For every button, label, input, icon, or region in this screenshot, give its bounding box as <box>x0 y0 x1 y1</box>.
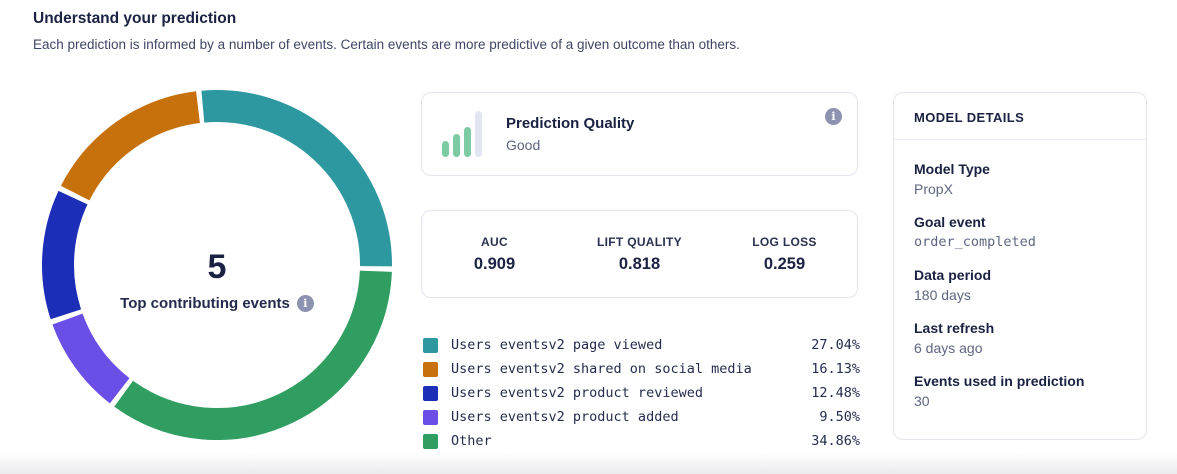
prediction-quality-content: Prediction Quality Good <box>422 93 857 175</box>
donut-segment-1[interactable] <box>60 91 201 201</box>
legend-swatch <box>423 433 438 449</box>
model-detail-value: order_completed <box>914 234 1036 250</box>
legend-label: Users eventsv2 page viewed <box>451 337 663 353</box>
page-subtitle: Each prediction is informed by a number … <box>33 37 740 52</box>
legend-row[interactable]: Users eventsv2 shared on social media 16… <box>423 357 860 381</box>
legend-label: Users eventsv2 shared on social media <box>451 361 752 377</box>
legend-label: Users eventsv2 product reviewed <box>451 385 703 401</box>
donut-segment-3[interactable] <box>52 313 130 404</box>
metric-label: LOG LOSS <box>752 234 817 249</box>
prediction-quality-value: Good <box>506 137 541 153</box>
chart-legend: Users eventsv2 page viewed 27.04% Users … <box>423 333 860 453</box>
model-details-card: MODEL DETAILS Model Type PropX Goal even… <box>893 92 1147 440</box>
prediction-quality-text: Prediction Quality Good <box>506 115 634 153</box>
donut-chart-svg <box>42 90 392 440</box>
model-detail-label: Data period <box>914 267 992 283</box>
info-icon[interactable]: i <box>825 108 842 125</box>
metric-value: 0.259 <box>763 254 806 273</box>
model-detail-value: 180 days <box>914 287 971 303</box>
model-detail-label: Last refresh <box>914 320 995 336</box>
legend-row[interactable]: Users eventsv2 product reviewed 12.48% <box>423 381 860 405</box>
legend-percentage: 9.50% <box>819 409 860 425</box>
legend-row[interactable]: Users eventsv2 page viewed 27.04% <box>423 333 860 357</box>
metric-lift-quality: LIFT QUALITY 0.818 <box>567 235 712 274</box>
metric-value: 0.818 <box>618 254 661 273</box>
model-details-rows: Model Type PropX Goal event order_comple… <box>894 140 1146 409</box>
donut-center-label: Top contributing events <box>120 295 290 313</box>
model-detail-row: Last refresh 6 days ago <box>914 320 1126 356</box>
model-details-title: MODEL DETAILS <box>894 93 1146 140</box>
metrics-card: AUC 0.909 LIFT QUALITY 0.818 LOG LOSS 0.… <box>421 210 858 298</box>
model-detail-row: Model Type PropX <box>914 161 1126 197</box>
metric-auc: AUC 0.909 <box>422 235 567 274</box>
donut-segment-4[interactable] <box>114 270 392 440</box>
legend-row[interactable]: Other 34.86% <box>423 429 860 453</box>
model-detail-label: Events used in prediction <box>914 373 1085 389</box>
legend-percentage: 16.13% <box>811 361 860 377</box>
legend-swatch <box>423 409 438 425</box>
signal-bars-icon <box>442 111 482 157</box>
legend-swatch <box>423 337 438 353</box>
legend-percentage: 12.48% <box>811 385 860 401</box>
model-detail-value: 30 <box>914 393 930 409</box>
metric-label: AUC <box>481 234 508 249</box>
model-detail-label: Goal event <box>914 214 986 230</box>
donut-chart: 5 Top contributing events i <box>42 90 392 440</box>
legend-row[interactable]: Users eventsv2 product added 9.50% <box>423 405 860 429</box>
donut-segment-0[interactable] <box>201 90 392 267</box>
donut-center-label-row: Top contributing events i <box>120 295 314 313</box>
model-detail-row: Data period 180 days <box>914 267 1126 303</box>
page-title: Understand your prediction <box>33 10 237 27</box>
model-detail-value: PropX <box>914 181 953 197</box>
model-detail-value: 6 days ago <box>914 340 983 356</box>
legend-label: Other <box>451 433 492 449</box>
legend-percentage: 27.04% <box>811 337 860 353</box>
model-detail-row: Events used in prediction 30 <box>914 373 1126 409</box>
prediction-quality-card: Prediction Quality Good i <box>421 92 858 176</box>
model-detail-row: Goal event order_completed <box>914 214 1126 250</box>
legend-percentage: 34.86% <box>811 433 860 449</box>
metric-label: LIFT QUALITY <box>597 234 682 249</box>
donut-segment-2[interactable] <box>42 190 88 320</box>
bottom-fade <box>0 452 1177 474</box>
legend-label: Users eventsv2 product added <box>451 409 679 425</box>
legend-swatch <box>423 361 438 377</box>
metric-value: 0.909 <box>473 254 516 273</box>
info-icon[interactable]: i <box>296 295 314 313</box>
model-detail-label: Model Type <box>914 161 990 177</box>
metric-log-loss: LOG LOSS 0.259 <box>712 235 857 274</box>
prediction-quality-title: Prediction Quality <box>506 115 635 132</box>
legend-swatch <box>423 385 438 401</box>
